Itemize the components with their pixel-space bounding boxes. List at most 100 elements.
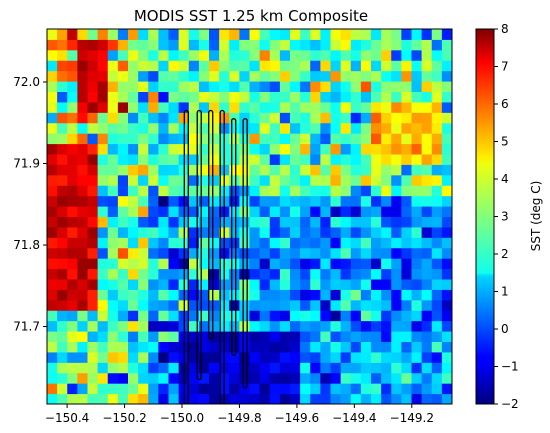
heatmap-cell	[441, 70, 452, 82]
heatmap-cell	[178, 49, 190, 61]
heatmap-cell	[148, 60, 159, 72]
plot-area	[46, 28, 453, 405]
heatmap-cell	[148, 39, 159, 51]
heatmap-cell	[290, 289, 301, 301]
heatmap-cell	[269, 268, 281, 280]
heatmap-cell	[67, 49, 78, 61]
heatmap-cell	[117, 60, 129, 72]
heatmap-cell	[360, 310, 372, 322]
heatmap-cell	[381, 164, 392, 176]
heatmap-cell	[97, 70, 109, 82]
heatmap-cell	[269, 320, 281, 332]
heatmap-cell	[340, 372, 352, 384]
colorbar-tick-label: 1	[501, 285, 509, 299]
heatmap-cell	[441, 237, 452, 249]
heatmap-cell	[350, 299, 362, 311]
heatmap-cell	[107, 81, 119, 92]
heatmap-cell	[107, 351, 119, 363]
heatmap-cell	[290, 112, 301, 124]
heatmap-cell	[188, 310, 200, 322]
heatmap-cell	[350, 49, 362, 61]
heatmap-cell	[411, 164, 423, 176]
heatmap-cell	[249, 174, 261, 186]
heatmap-cell	[77, 299, 88, 311]
heatmap-cell	[300, 383, 311, 395]
heatmap-cell	[310, 185, 321, 197]
heatmap-cell	[117, 299, 129, 311]
heatmap-cell	[198, 91, 210, 103]
heatmap-cell	[229, 174, 240, 186]
heatmap-cell	[239, 310, 250, 322]
heatmap-cell	[269, 70, 281, 82]
heatmap-cell	[401, 393, 412, 404]
heatmap-cell	[279, 29, 291, 40]
heatmap-cell	[249, 299, 261, 311]
heatmap-cell	[391, 164, 402, 176]
heatmap-cell	[441, 351, 452, 363]
heatmap-cell	[57, 60, 68, 72]
heatmap-cell	[279, 372, 291, 384]
heatmap-cell	[148, 143, 159, 155]
x-tick-label: −150.0	[160, 411, 204, 425]
heatmap-cell	[67, 154, 78, 165]
heatmap-cell	[401, 310, 412, 322]
heatmap-cell	[249, 122, 261, 134]
heatmap-cell	[148, 91, 159, 103]
heatmap-cell	[340, 164, 352, 176]
heatmap-cell	[391, 393, 402, 404]
heatmap-cell	[371, 29, 382, 40]
heatmap-cell	[148, 174, 159, 186]
colorbar-tick-label: 5	[501, 135, 509, 149]
heatmap-cell	[77, 216, 88, 228]
heatmap-cell	[269, 226, 281, 238]
heatmap-cell	[138, 226, 149, 238]
heatmap-cell	[371, 341, 382, 353]
heatmap-cell	[77, 362, 88, 374]
heatmap-cell	[47, 195, 58, 207]
heatmap-cell	[128, 122, 139, 134]
heatmap-cell	[330, 101, 342, 113]
heatmap-cell	[411, 279, 423, 290]
heatmap-cell	[97, 206, 109, 217]
heatmap-cell	[117, 133, 129, 145]
heatmap-cell	[239, 49, 250, 61]
heatmap-cell	[330, 279, 342, 290]
heatmap-cell	[421, 393, 433, 404]
heatmap-cell	[87, 122, 99, 134]
heatmap-cell	[279, 60, 291, 72]
heatmap-cell	[229, 310, 240, 322]
heatmap-cell	[117, 29, 129, 40]
heatmap-cell	[391, 331, 402, 342]
heatmap-cell	[350, 351, 362, 363]
heatmap-cell	[340, 351, 352, 363]
heatmap-cell	[138, 122, 149, 134]
heatmap-cell	[188, 133, 200, 145]
x-tick-label: −150.4	[45, 411, 89, 425]
heatmap-cell	[320, 206, 331, 217]
heatmap-cell	[249, 320, 261, 332]
heatmap-cell	[441, 185, 452, 197]
heatmap-cell	[360, 393, 372, 404]
flight-tracks	[183, 109, 248, 404]
heatmap-cell	[371, 39, 382, 51]
heatmap-cell	[77, 154, 88, 165]
colorbar-gradient	[475, 28, 495, 405]
heatmap-cell	[411, 341, 423, 353]
heatmap-cell	[57, 237, 68, 249]
heatmap-cell	[239, 81, 250, 92]
heatmap-cell	[431, 60, 443, 72]
heatmap-cell	[279, 226, 291, 238]
heatmap-cell	[300, 164, 311, 176]
heatmap-cell	[381, 29, 392, 40]
heatmap-cell	[188, 154, 200, 165]
heatmap-cell	[320, 60, 331, 72]
heatmap-cell	[229, 29, 240, 40]
heatmap-cell	[77, 331, 88, 342]
heatmap-cell	[107, 164, 119, 176]
heatmap-cell	[441, 320, 452, 332]
heatmap-cell	[97, 289, 109, 301]
heatmap-cell	[188, 216, 200, 228]
heatmap-cell	[188, 195, 200, 207]
heatmap-cell	[97, 268, 109, 280]
heatmap-cell	[148, 164, 159, 176]
